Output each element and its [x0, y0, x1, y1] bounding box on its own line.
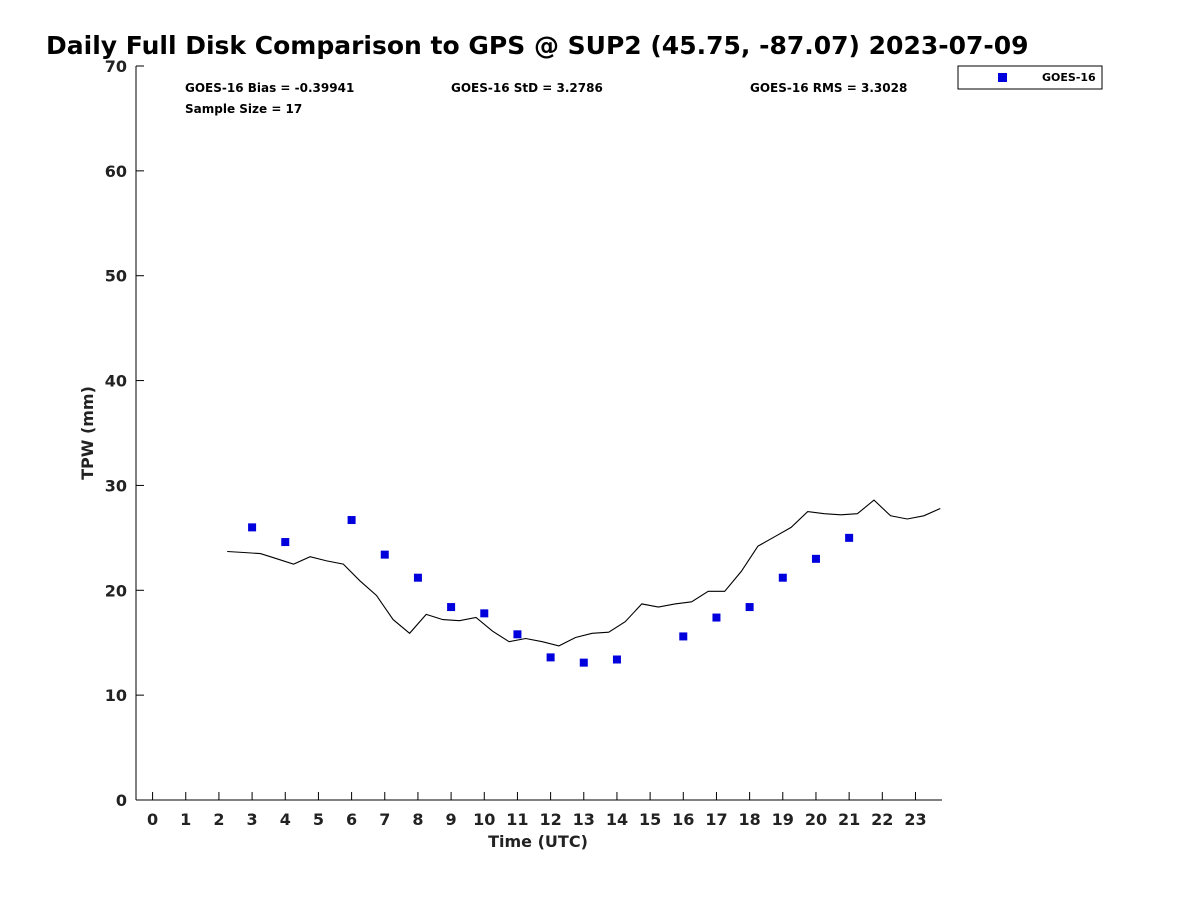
x-tick-label: 11 [506, 810, 528, 829]
x-tick-label: 7 [379, 810, 390, 829]
sample-size-stat: Sample Size = 17 [185, 102, 302, 116]
y-axis-ticks: 0 10 20 30 40 50 60 70 [105, 57, 144, 810]
goes16-point [480, 609, 489, 618]
y-tick-label: 50 [105, 267, 127, 286]
goes16-point [845, 533, 854, 542]
x-tick-label: 12 [539, 810, 561, 829]
goes16-point [546, 653, 555, 662]
x-tick-label: 15 [639, 810, 661, 829]
goes16-point [447, 603, 456, 612]
goes16-point [248, 523, 257, 532]
x-tick-label: 6 [346, 810, 357, 829]
gps-tpw-line [227, 499, 941, 647]
x-tick-label: 1 [180, 810, 191, 829]
std-stat: GOES-16 StD = 3.2786 [451, 81, 603, 95]
y-tick-label: 40 [105, 372, 127, 391]
y-tick-label: 10 [105, 686, 127, 705]
x-tick-label: 14 [606, 810, 628, 829]
legend: GOES-16 [957, 65, 1103, 90]
bias-stat: GOES-16 Bias = -0.39941 [185, 81, 354, 95]
x-tick-label: 0 [147, 810, 158, 829]
y-tick-label: 70 [105, 57, 127, 76]
x-tick-label: 23 [904, 810, 926, 829]
x-tick-label: 2 [213, 810, 224, 829]
y-tick-label: 60 [105, 162, 127, 181]
goes16-point [679, 632, 688, 641]
rms-stat: GOES-16 RMS = 3.3028 [750, 81, 907, 95]
y-tick-label: 30 [105, 476, 127, 495]
x-tick-label: 17 [705, 810, 727, 829]
goes16-point [513, 630, 522, 639]
goes16-point [778, 573, 787, 582]
goes16-point [579, 658, 588, 667]
goes16-point [380, 550, 389, 559]
x-tick-label: 4 [280, 810, 291, 829]
legend-box [957, 65, 1103, 90]
x-tick-label: 18 [738, 810, 760, 829]
y-tick-label: 0 [116, 791, 127, 810]
x-tick-label: 9 [446, 810, 457, 829]
x-tick-label: 22 [871, 810, 893, 829]
goes16-point [413, 573, 422, 582]
y-tick-label: 20 [105, 581, 127, 600]
series-layer [227, 499, 941, 667]
x-tick-label: 16 [672, 810, 694, 829]
goes16-point [745, 603, 754, 612]
goes16-point [712, 613, 721, 622]
x-tick-label: 20 [805, 810, 827, 829]
chart-title: Daily Full Disk Comparison to GPS @ SUP2… [46, 31, 1029, 60]
x-tick-label: 10 [473, 810, 495, 829]
x-tick-label: 21 [838, 810, 860, 829]
x-tick-label: 8 [412, 810, 423, 829]
x-tick-label: 13 [573, 810, 595, 829]
goes16-point [811, 554, 820, 563]
goes16-point [281, 538, 290, 547]
legend-label: GOES-16 [1042, 71, 1096, 84]
goes16-point [612, 655, 621, 664]
x-tick-label: 5 [313, 810, 324, 829]
legend-marker [998, 73, 1007, 82]
x-axis-ticks: 0 1 2 3 4 5 6 7 8 9 10 11 12 13 14 15 16 17 18 19 20 21 22 23 [147, 792, 927, 829]
x-tick-label: 3 [247, 810, 258, 829]
y-axis-label: TPW (mm) [78, 386, 97, 480]
goes16-point [347, 516, 356, 525]
x-tick-label: 19 [772, 810, 794, 829]
x-axis-label: Time (UTC) [488, 832, 588, 851]
